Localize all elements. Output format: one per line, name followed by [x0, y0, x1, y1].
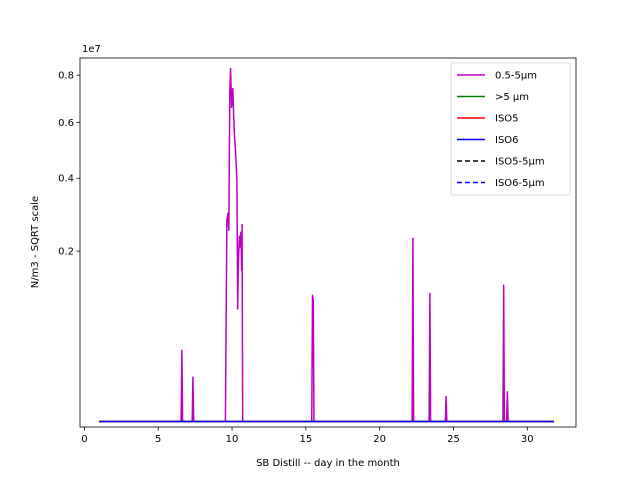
legend: 0.5-5µm >5 µm ISO5 ISO6 ISO5-5µm ISO6-5µm: [450, 62, 571, 196]
y-tick-label: 0.4: [58, 174, 74, 185]
x-tick-label: 25: [447, 434, 460, 445]
y-tick-label: 0.8: [58, 71, 74, 82]
y-tick-label: 0.6: [58, 118, 74, 129]
legend-entry: ISO5: [495, 114, 519, 125]
legend-entry: ISO5-5µm: [495, 157, 545, 168]
x-tick-label: 20: [373, 434, 386, 445]
series-line: [99, 67, 554, 423]
x-tick-label: 30: [521, 434, 534, 445]
x-axis-label: SB Distill -- day in the month: [256, 458, 400, 469]
x-axis: 0 5 10 15 20 25 30: [81, 427, 534, 445]
x-tick-label: 0: [81, 434, 87, 445]
legend-entry: 0.5-5µm: [495, 71, 537, 82]
series-layer: [99, 67, 554, 423]
x-tick-label: 5: [155, 434, 161, 445]
y-axis: 0.2 0.4 0.6 0.8: [58, 71, 80, 258]
y-multiplier-label: 1e7: [82, 44, 101, 55]
y-axis-label: N/m3 - SQRT scale: [30, 196, 41, 288]
legend-entry: ISO6-5µm: [495, 178, 545, 189]
x-tick-label: 10: [226, 434, 239, 445]
x-tick-label: 15: [299, 434, 312, 445]
legend-entry: ISO6: [495, 135, 519, 146]
legend-entry: >5 µm: [495, 92, 529, 103]
legend-box: [450, 62, 571, 196]
y-tick-label: 0.2: [58, 247, 74, 258]
plot-frame: [79, 57, 577, 428]
